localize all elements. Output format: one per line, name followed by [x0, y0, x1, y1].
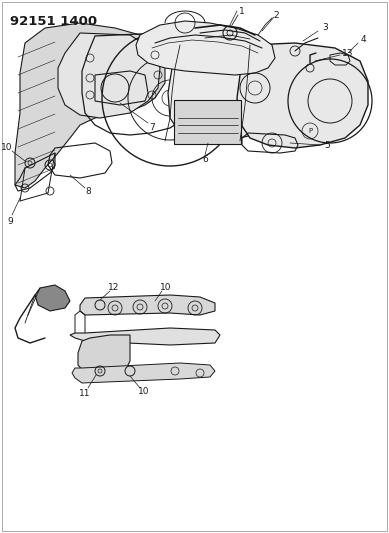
- Text: 10: 10: [160, 282, 172, 292]
- Polygon shape: [237, 43, 368, 148]
- Text: 11: 11: [79, 389, 91, 398]
- Text: 13: 13: [342, 49, 354, 58]
- Text: 1: 1: [239, 7, 245, 17]
- Text: 5: 5: [324, 141, 330, 150]
- Text: 10: 10: [138, 387, 150, 397]
- Polygon shape: [136, 21, 275, 75]
- Text: 6: 6: [202, 156, 208, 165]
- Text: 10: 10: [1, 143, 13, 152]
- Text: 2: 2: [273, 12, 279, 20]
- Text: 92151 1400: 92151 1400: [10, 15, 97, 28]
- Text: 12: 12: [108, 284, 120, 293]
- Polygon shape: [70, 328, 220, 345]
- Polygon shape: [72, 363, 215, 383]
- Text: 4: 4: [360, 36, 366, 44]
- Text: 8: 8: [85, 188, 91, 197]
- Polygon shape: [15, 23, 165, 188]
- Polygon shape: [58, 33, 160, 118]
- Text: 7: 7: [149, 123, 155, 132]
- Text: 3: 3: [322, 23, 328, 33]
- Polygon shape: [80, 295, 215, 315]
- FancyBboxPatch shape: [174, 100, 241, 144]
- Polygon shape: [168, 38, 285, 140]
- Text: 9: 9: [7, 216, 13, 225]
- Polygon shape: [78, 335, 130, 375]
- Polygon shape: [35, 285, 70, 311]
- Text: P: P: [308, 128, 312, 134]
